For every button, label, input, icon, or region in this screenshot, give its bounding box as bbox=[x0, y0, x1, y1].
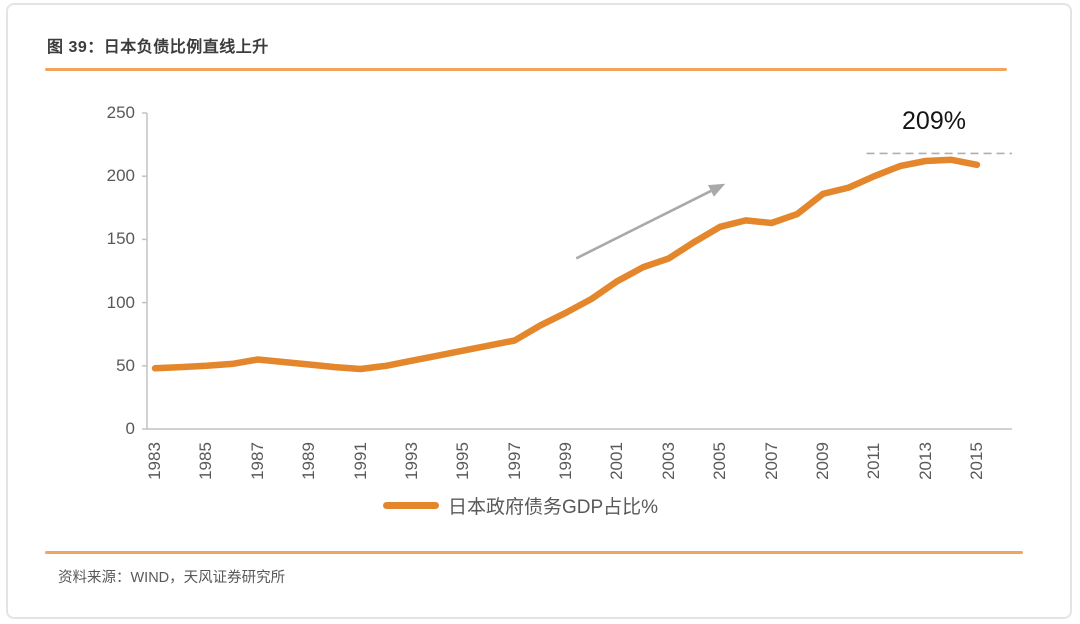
x-axis-tick-label: 1989 bbox=[299, 442, 319, 480]
y-axis-tick-label: 150 bbox=[106, 229, 135, 249]
x-axis-tick-label: 1999 bbox=[556, 442, 575, 480]
x-axis-tick-label: 1991 bbox=[350, 442, 370, 480]
y-axis-tick-label: 200 bbox=[106, 166, 135, 186]
top-divider-rule bbox=[45, 68, 1007, 71]
source-note: 资料来源：WIND，天风证券研究所 bbox=[58, 570, 286, 586]
y-axis-tick-label: 100 bbox=[106, 292, 135, 312]
x-axis-tick-label: 1993 bbox=[401, 442, 421, 480]
chart-area: 0 50 100 150 200 250 1983 1985 1987 1989 1991 1993… bbox=[8, 5, 1070, 617]
x-axis-tick-label: 1985 bbox=[196, 442, 216, 480]
x-axis-tick-label: 2011 bbox=[864, 442, 884, 480]
y-axis-tick-label: 50 bbox=[116, 355, 135, 375]
y-axis-tick-label: 250 bbox=[106, 103, 135, 122]
x-axis-tick-label: 2013 bbox=[915, 442, 935, 480]
x-axis-tick-label: 1983 bbox=[145, 442, 164, 480]
figure-title: 图 39：日本负债比例直线上升 bbox=[47, 39, 269, 56]
chart-legend: 日本政府债务GDP占比% bbox=[383, 492, 658, 519]
peak-value-annotation: 209% bbox=[902, 107, 966, 135]
x-axis-tick-label: 1987 bbox=[247, 442, 267, 480]
legend-line-marker-icon bbox=[383, 502, 439, 509]
x-axis-tick-label: 1995 bbox=[453, 442, 473, 480]
debt-ratio-line-chart bbox=[142, 112, 1012, 430]
x-axis-tick-label: 1997 bbox=[504, 442, 524, 480]
x-axis-tick-label: 2007 bbox=[761, 442, 781, 480]
legend-series-label: 日本政府债务GDP占比% bbox=[448, 497, 659, 518]
figure-card: 图 39：日本负债比例直线上升 0 50 100 150 200 250 1983 1985… bbox=[6, 3, 1072, 619]
x-axis-tick-label: 2001 bbox=[607, 442, 627, 480]
y-axis-tick-label: 0 bbox=[125, 419, 135, 438]
x-axis-tick-label: 2009 bbox=[812, 442, 832, 480]
trend-arrow-shaft bbox=[575, 189, 712, 260]
bottom-divider-rule bbox=[45, 551, 1023, 554]
trend-arrow-head-icon bbox=[708, 183, 726, 197]
x-axis-tick-label: 2015 bbox=[967, 442, 986, 480]
x-axis-tick-label: 2005 bbox=[710, 442, 730, 480]
x-axis-tick-label: 2003 bbox=[658, 442, 678, 480]
debt-ratio-series-line bbox=[151, 156, 981, 373]
